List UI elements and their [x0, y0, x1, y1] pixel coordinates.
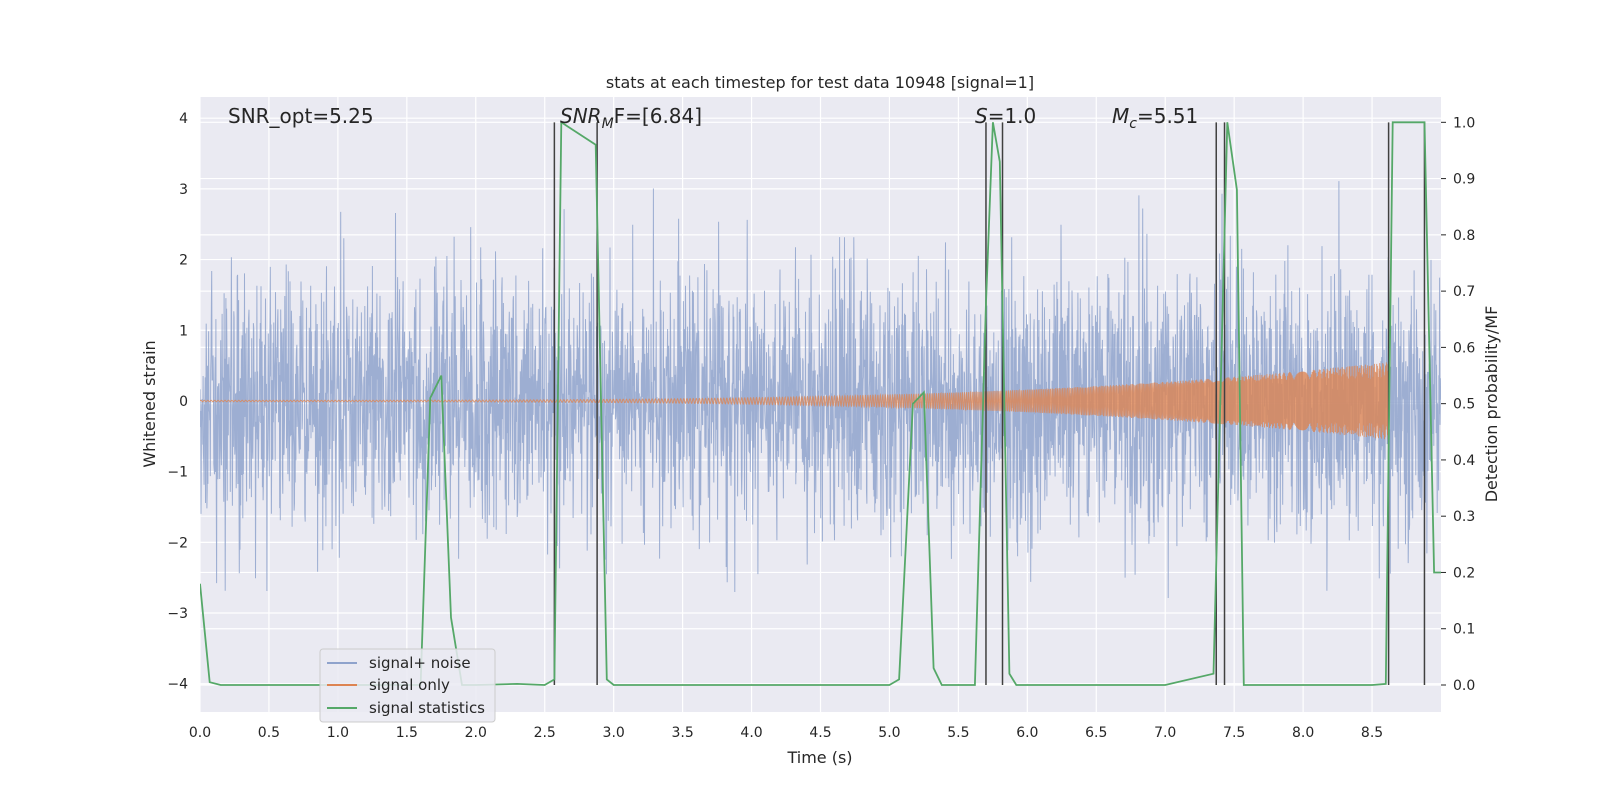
annotation-s: S=1.0 [975, 104, 1036, 128]
annotation-snr-mf-rest: F=[6.84] [614, 104, 702, 128]
x-tick-label-7: 3.5 [671, 725, 693, 741]
y-left-tick-label-2: 2 [179, 253, 188, 269]
x-tick-label-17: 8.5 [1361, 725, 1383, 741]
y-right-tick-label-8: 0.2 [1453, 565, 1475, 581]
x-tick-label-15: 7.5 [1223, 725, 1245, 741]
x-tick-label-5: 2.5 [534, 725, 556, 741]
legend-label-signal-noise: signal+ noise [369, 654, 471, 672]
annotation-snr-mf-sub: M [602, 116, 614, 132]
annotation-snr-opt: SNR_opt=5.25 [228, 104, 374, 128]
legend-label-signal-statistics: signal statistics [369, 699, 485, 717]
x-tick-label-13: 6.5 [1085, 725, 1107, 741]
y-right-tick-label-5: 0.5 [1453, 397, 1475, 413]
x-tick-label-16: 8.0 [1292, 725, 1314, 741]
annotation-s-main: S [975, 104, 988, 128]
x-tick-label-0: 0.0 [189, 725, 211, 741]
x-tick-label-1: 0.5 [258, 725, 280, 741]
legend-label-signal-only: signal only [369, 676, 450, 694]
x-tick-label-9: 4.5 [809, 725, 831, 741]
y-right-tick-label-1: 0.9 [1453, 172, 1475, 188]
x-tick-label-4: 2.0 [465, 725, 487, 741]
annotation-mc: Mc=5.51 [1112, 104, 1198, 132]
x-tick-labels: 0.0 0.5 1.0 1.5 2.0 2.5 3.0 3.5 4.0 4.5 5.0 5.5 6.0 6… [189, 725, 1383, 741]
y-right-tick-label-10: 0.0 [1453, 678, 1475, 694]
series-signal-statistics [200, 120, 1441, 686]
x-tick-label-3: 1.5 [396, 725, 418, 741]
y-left-tick-label-0: 4 [179, 111, 188, 127]
y-left-tick-label-5: −1 [167, 465, 188, 481]
y-left-tick-label-6: −2 [167, 535, 188, 551]
x-tick-label-10: 5.0 [878, 725, 900, 741]
x-tick-label-14: 7.0 [1154, 725, 1176, 741]
annotation-mc-sub: c [1129, 116, 1137, 132]
x-tick-label-8: 4.0 [740, 725, 762, 741]
y-left-tick-label-1: 3 [179, 182, 188, 198]
legend: signal+ noise signal only signal statist… [319, 648, 496, 723]
y-left-tick-label-7: −3 [167, 606, 188, 622]
y-right-tick-label-3: 0.7 [1453, 284, 1475, 300]
annotation-mc-rest: =5.51 [1137, 104, 1198, 128]
annotation-s-rest: =1.0 [988, 104, 1037, 128]
y-left-axis-label: Whitened strain [140, 340, 159, 467]
x-tick-label-2: 1.0 [327, 725, 349, 741]
y-right-tick-label-2: 0.8 [1453, 228, 1475, 244]
y-right-tick-label-6: 0.4 [1453, 453, 1475, 469]
x-tick-label-6: 3.0 [603, 725, 625, 741]
y-right-tick-label-4: 0.6 [1453, 340, 1475, 356]
x-axis-label: Time (s) [786, 748, 852, 767]
annotation-mc-main: M [1112, 104, 1129, 128]
y-right-tick-label-0: 1.0 [1453, 115, 1475, 131]
annotation-snr-mf: SNRMF=[6.84] [560, 104, 702, 132]
chart-title: stats at each timestep for test data 109… [606, 73, 1034, 92]
y-left-tick-label-8: −4 [167, 677, 188, 693]
x-tick-label-11: 5.5 [947, 725, 969, 741]
series-signal-only [200, 362, 1390, 440]
y-right-tick-label-7: 0.3 [1453, 509, 1475, 525]
y-left-tick-label-3: 1 [179, 323, 188, 339]
legend-box [319, 648, 496, 723]
y-left-tick-labels: 4 3 2 1 0 −1 −2 −3 −4 [167, 111, 188, 693]
annotation-snr-mf-main: SNR [560, 104, 602, 128]
y-right-tick-labels: 1.0 0.9 0.8 0.7 0.6 0.5 0.4 0.3 0.2 0.1 0.0 [1441, 115, 1475, 694]
y-right-axis-label: Detection probability/MF [1482, 306, 1501, 503]
x-tick-label-12: 6.0 [1016, 725, 1038, 741]
y-left-tick-label-4: 0 [179, 394, 188, 410]
y-right-tick-label-9: 0.1 [1453, 622, 1475, 638]
